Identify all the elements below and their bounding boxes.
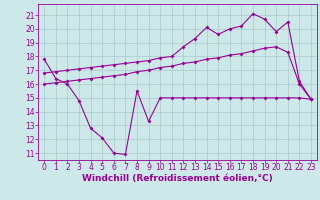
X-axis label: Windchill (Refroidissement éolien,°C): Windchill (Refroidissement éolien,°C) xyxy=(82,174,273,183)
